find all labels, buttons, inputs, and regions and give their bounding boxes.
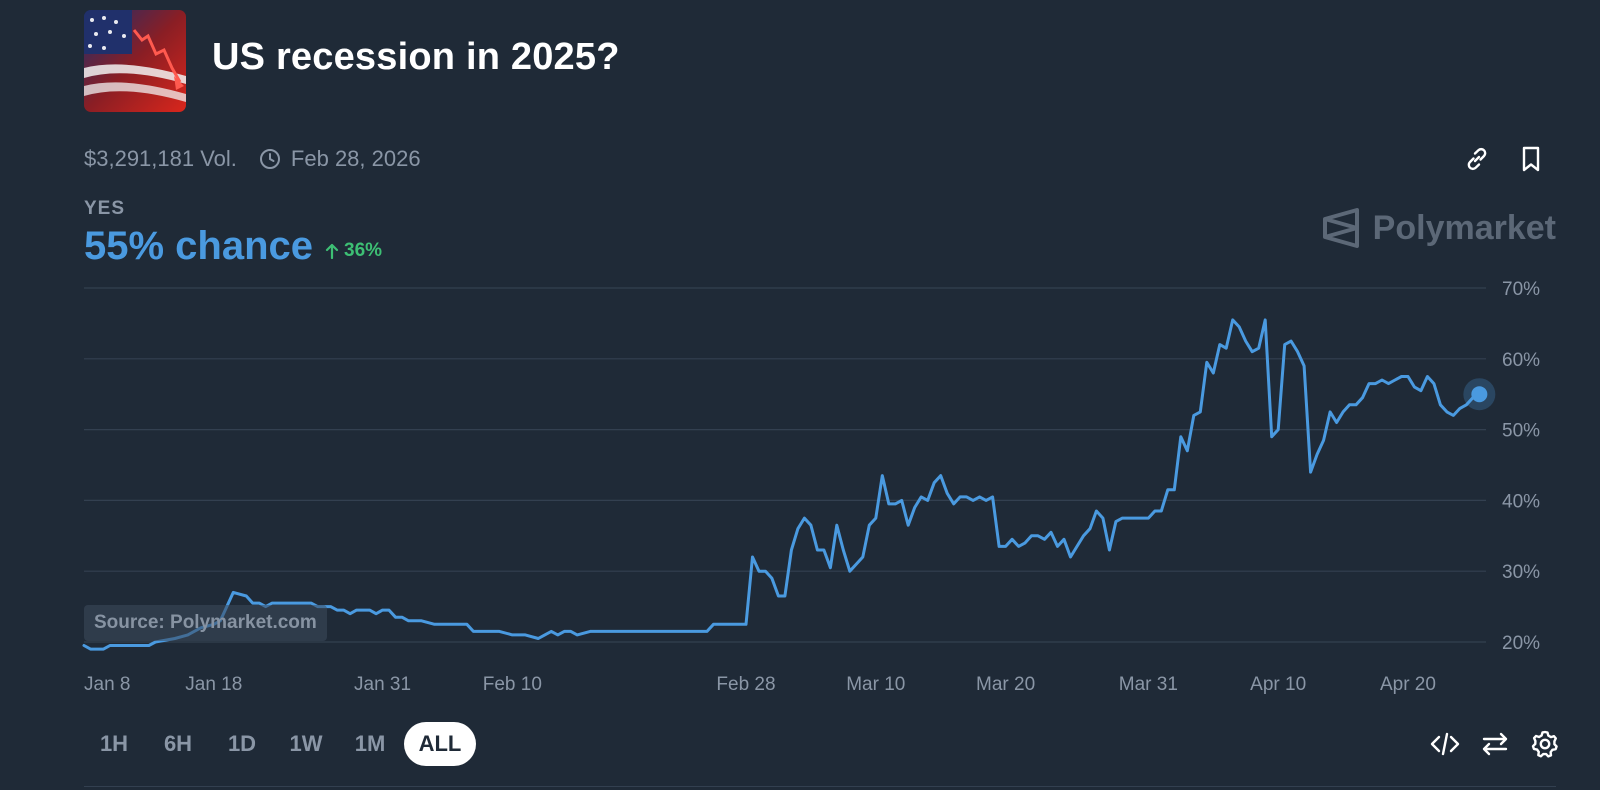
code-icon[interactable] bbox=[1430, 729, 1460, 759]
change-indicator: 36% bbox=[325, 240, 382, 262]
range-1h-button[interactable]: 1H bbox=[99, 731, 129, 756]
source-note: Source: Polymarket.com bbox=[84, 605, 327, 641]
y-tick-label: 50% bbox=[1502, 421, 1540, 442]
change-value: 36% bbox=[344, 240, 383, 261]
probability-chart: 20% 30% 40% 50% 60% 70% Jan 8 Jan 18 Jan 31 Feb … bbox=[82, 279, 1540, 695]
x-tick-label: Feb 10 bbox=[483, 674, 542, 695]
market-meta: $3,291,181 Vol. Feb 28, 2026 bbox=[84, 146, 421, 172]
chart-tools bbox=[1430, 729, 1560, 759]
x-axis-ticks: Jan 8 Jan 18 Jan 31 Feb 10 Feb 28 Mar 10 Mar 2… bbox=[84, 674, 1436, 695]
clock-icon bbox=[259, 148, 281, 170]
polymarket-logo: Polymarket bbox=[1321, 206, 1556, 250]
end-date-text: Feb 28, 2026 bbox=[290, 146, 421, 171]
x-tick-label: Feb 28 bbox=[716, 674, 775, 695]
volume-text: $3,291,181 Vol. bbox=[84, 146, 237, 171]
range-1w-button[interactable]: 1W bbox=[289, 731, 323, 756]
chart-grid bbox=[84, 287, 1486, 643]
series-line bbox=[82, 318, 1481, 651]
range-1d-button[interactable]: 1D bbox=[227, 731, 257, 756]
outcome-label: YES bbox=[84, 198, 126, 219]
x-tick-label: Mar 20 bbox=[976, 674, 1035, 695]
range-6h-button[interactable]: 6H bbox=[163, 731, 193, 756]
y-tick-label: 70% bbox=[1502, 279, 1540, 300]
x-tick-label: Apr 10 bbox=[1250, 674, 1306, 695]
x-tick-label: Jan 31 bbox=[354, 674, 411, 695]
chance-value: 55% chance bbox=[84, 224, 314, 268]
us-flag-recession-image bbox=[84, 10, 186, 112]
y-axis-ticks: 20% 30% 40% 50% 60% 70% bbox=[1502, 279, 1540, 654]
market-title: US recession in 2025? bbox=[212, 36, 620, 78]
x-tick-label: Mar 31 bbox=[1119, 674, 1178, 695]
y-tick-label: 60% bbox=[1502, 350, 1540, 371]
bookmark-icon[interactable] bbox=[1516, 144, 1546, 174]
bottom-divider bbox=[84, 786, 1556, 787]
market-actions bbox=[1462, 144, 1546, 174]
series-layer bbox=[82, 318, 1496, 651]
brand-name: Polymarket bbox=[1372, 208, 1556, 247]
y-tick-label: 40% bbox=[1502, 491, 1540, 512]
current-point bbox=[1471, 386, 1488, 403]
chance-row: 55% chance 36% bbox=[84, 224, 382, 269]
x-tick-label: Apr 20 bbox=[1380, 674, 1436, 695]
x-tick-label: Jan 18 bbox=[185, 674, 242, 695]
time-range-selector: 1H 6H 1D 1W 1M ALL bbox=[84, 722, 476, 766]
x-tick-label: Mar 10 bbox=[846, 674, 905, 695]
arrow-up-icon bbox=[325, 243, 339, 259]
range-1m-button[interactable]: 1M bbox=[354, 731, 386, 756]
x-tick-label: Jan 8 bbox=[84, 674, 130, 695]
polymarket-logo-icon bbox=[1322, 208, 1359, 248]
swap-icon[interactable] bbox=[1480, 729, 1510, 759]
y-tick-label: 20% bbox=[1502, 633, 1540, 654]
y-tick-label: 30% bbox=[1502, 562, 1540, 583]
gear-icon[interactable] bbox=[1530, 729, 1560, 759]
range-all-button[interactable]: ALL bbox=[404, 722, 476, 766]
market-thumbnail bbox=[84, 10, 186, 112]
link-icon[interactable] bbox=[1462, 144, 1492, 174]
